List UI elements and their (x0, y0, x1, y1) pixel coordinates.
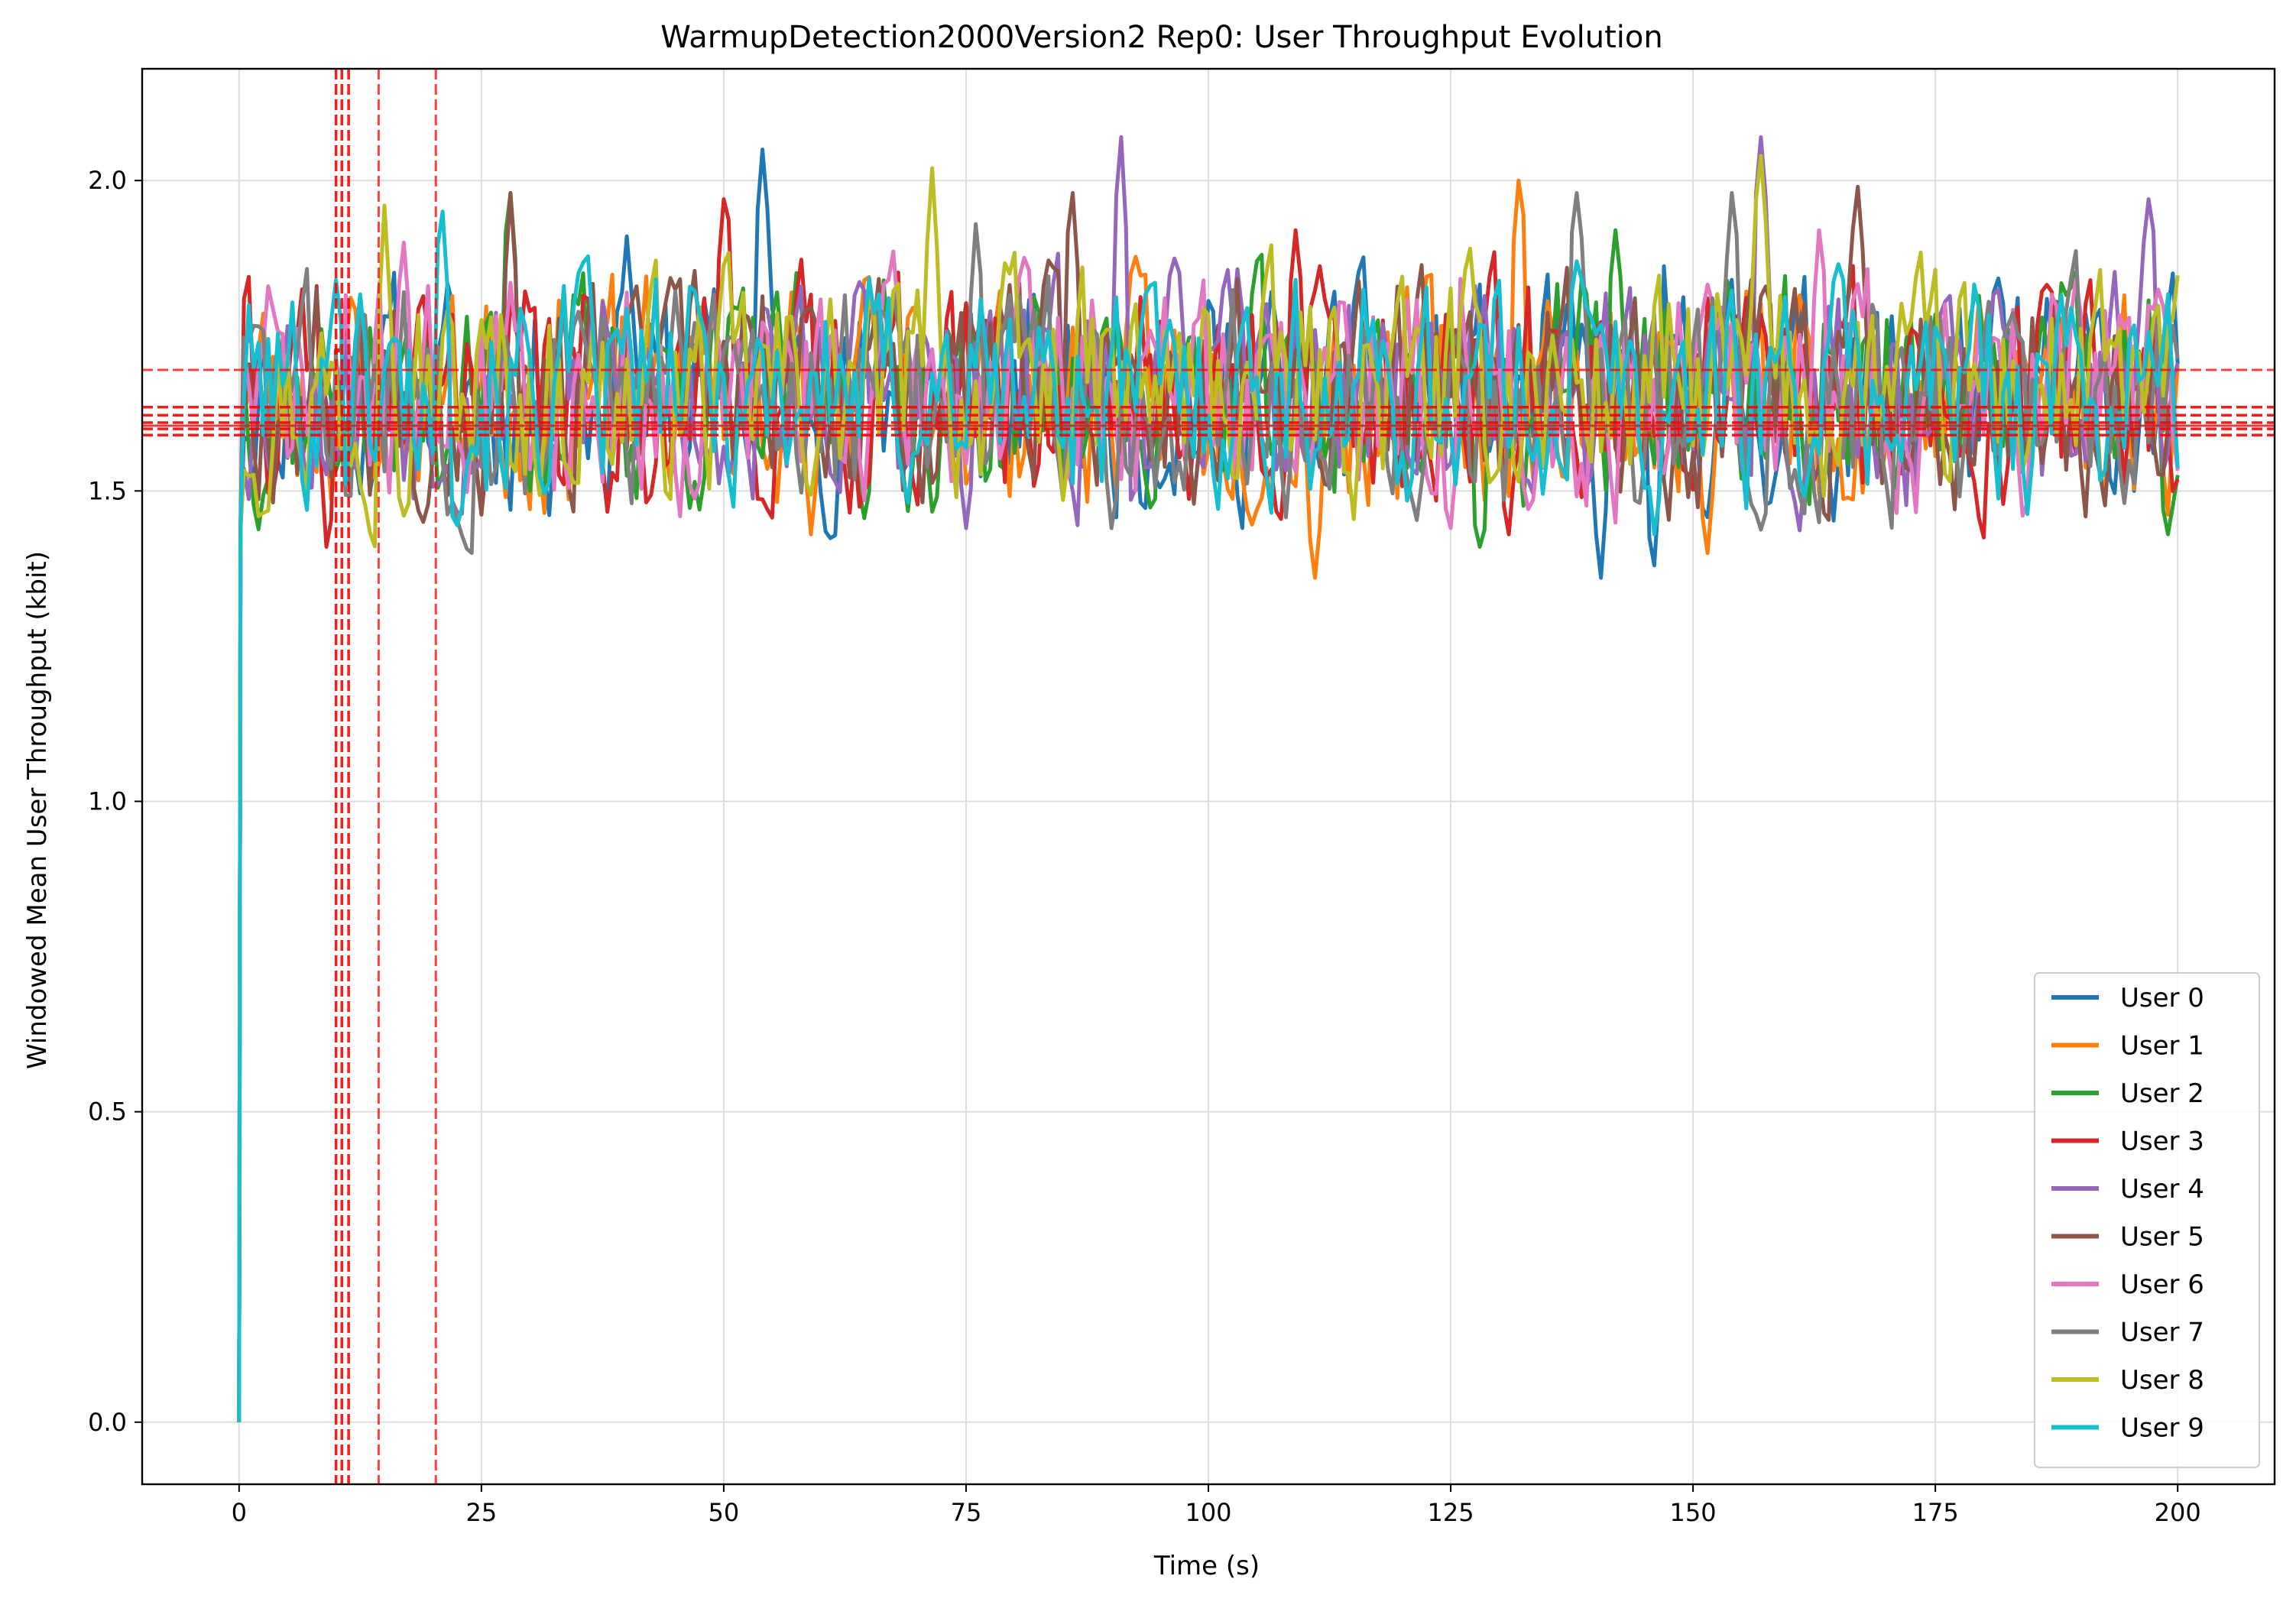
chart-title: WarmupDetection2000Version2 Rep0: User T… (660, 20, 1662, 55)
series-line-user-1 (237, 178, 2180, 1422)
y-tick-label: 1.5 (88, 476, 127, 505)
x-tick-label: 25 (466, 1498, 498, 1527)
legend-label: User 5 (2120, 1222, 2204, 1253)
annotation-group (142, 69, 2275, 1484)
plot-area: 0 25 50 75 100 125 150 175 200 0.0 0.5 1.0 1.5 2.0 (88, 67, 2276, 1527)
x-tick-label: 50 (709, 1498, 740, 1527)
legend-label: User 9 (2120, 1413, 2204, 1444)
series-group (237, 135, 2180, 1422)
legend-label: User 7 (2120, 1318, 2204, 1348)
x-tick-label: 150 (1670, 1498, 1717, 1527)
x-axis-label: Time (s) (1153, 1551, 1260, 1581)
legend-label: User 6 (2120, 1269, 2204, 1300)
legend-box (2034, 972, 2260, 1468)
y-tick-label: 0.5 (88, 1098, 127, 1127)
x-tick-label: 175 (1912, 1498, 1959, 1527)
y-axis-label: Windowed Mean User Throughput (kbit) (22, 551, 53, 1069)
x-tick-label: 100 (1185, 1498, 1231, 1527)
y-tick-label: 2.0 (88, 166, 127, 195)
y-tick-label: 0.0 (88, 1408, 127, 1437)
legend-label: User 2 (2120, 1078, 2204, 1109)
legend-label: User 1 (2120, 1031, 2204, 1062)
x-tick-label: 125 (1428, 1498, 1474, 1527)
y-tick-label: 1.0 (88, 786, 127, 815)
legend-label: User 0 (2120, 983, 2204, 1013)
x-tick-label: 0 (232, 1498, 247, 1527)
legend-label: User 4 (2120, 1174, 2204, 1205)
legend-label: User 3 (2120, 1127, 2204, 1157)
legend-label: User 8 (2120, 1365, 2204, 1396)
legend: User 0 User 1 User 2 User 3 User 4 User 5 User… (2034, 972, 2260, 1468)
x-tick-label: 200 (2155, 1498, 2201, 1527)
x-tick-label: 75 (951, 1498, 982, 1527)
